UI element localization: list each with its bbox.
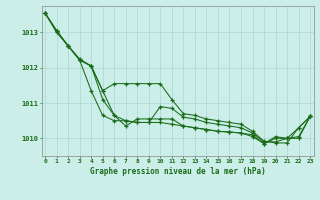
X-axis label: Graphe pression niveau de la mer (hPa): Graphe pression niveau de la mer (hPa) bbox=[90, 167, 266, 176]
